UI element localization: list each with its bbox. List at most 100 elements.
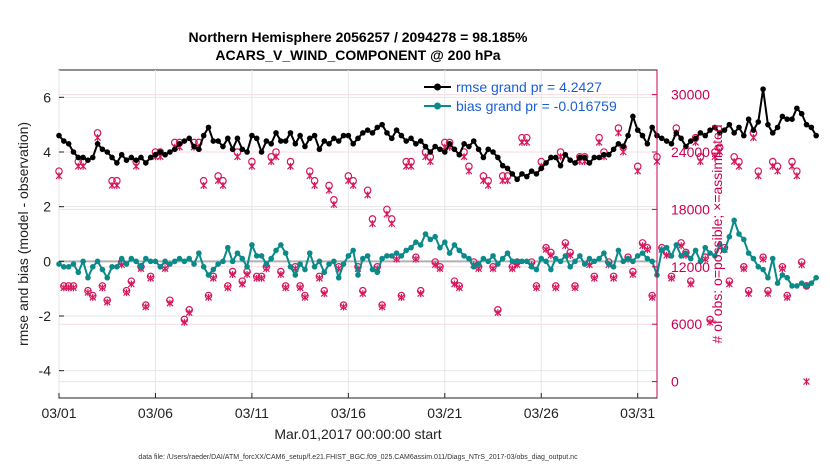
rmse-point bbox=[321, 138, 328, 144]
rmse-point bbox=[456, 151, 463, 158]
rmse-point bbox=[403, 138, 410, 144]
bias-point bbox=[514, 258, 520, 265]
bias-point bbox=[364, 253, 371, 259]
rmse-point bbox=[519, 171, 525, 177]
obs-assimilated-point bbox=[369, 220, 376, 228]
rmse-point bbox=[253, 135, 260, 142]
rmse-point bbox=[721, 127, 728, 133]
bias-point bbox=[345, 253, 352, 259]
plot-area bbox=[58, 69, 658, 399]
obs-assimilated-point bbox=[533, 284, 540, 292]
bias-point bbox=[794, 283, 800, 289]
obs-assimilated-point bbox=[523, 138, 531, 146]
bias-point bbox=[750, 255, 757, 262]
bias-point bbox=[152, 258, 159, 265]
bias-point bbox=[427, 236, 434, 243]
obs-assimilated-point bbox=[494, 309, 502, 317]
bias-point bbox=[422, 231, 429, 237]
obs-assimilated-point bbox=[460, 153, 468, 161]
rmse-point bbox=[118, 151, 125, 158]
obs-assimilated-point bbox=[489, 265, 497, 273]
bias-point bbox=[456, 247, 463, 254]
bias-point bbox=[89, 264, 96, 270]
rmse-point bbox=[109, 154, 115, 161]
obs-assimilated-point bbox=[508, 265, 516, 273]
bias-point bbox=[220, 258, 226, 265]
rmse-point bbox=[499, 162, 506, 169]
obs-assimilated-point bbox=[759, 255, 767, 263]
bias-point bbox=[591, 258, 598, 265]
obs-assimilated-point bbox=[798, 261, 806, 269]
rmse-point bbox=[384, 130, 390, 136]
bias-point bbox=[620, 258, 627, 265]
bias-point bbox=[379, 255, 385, 262]
bias-point bbox=[157, 264, 164, 270]
bias-point bbox=[615, 247, 622, 254]
bias-point bbox=[683, 250, 689, 256]
obs-assimilated-point bbox=[55, 172, 63, 180]
rmse-point bbox=[557, 162, 564, 169]
rmse-point bbox=[249, 132, 255, 139]
bias-point bbox=[123, 261, 130, 267]
rmse-point bbox=[586, 160, 593, 166]
bias-point bbox=[765, 274, 771, 281]
bias-point bbox=[278, 242, 284, 248]
bias-point bbox=[70, 261, 77, 267]
rmse-point bbox=[186, 135, 193, 142]
obs-assimilated-point bbox=[340, 303, 347, 311]
chart-title-line1: Northern Hemisphere 2056257 / 2094278 = … bbox=[189, 29, 528, 45]
rmse-point bbox=[171, 146, 178, 153]
rmse-point bbox=[707, 127, 713, 133]
obs-assimilated-point bbox=[103, 298, 111, 306]
x-axis: 03/01 03/06 03/11 03/16 03/21 03/26 03/31 bbox=[41, 393, 655, 421]
rmse-point bbox=[297, 132, 303, 139]
y-right-tick-label: 30000 bbox=[671, 87, 710, 103]
obs-assimilated-point bbox=[89, 293, 97, 301]
obs-assimilated-point bbox=[595, 138, 603, 146]
bias-point bbox=[138, 264, 144, 270]
obs-assimilated-point bbox=[397, 293, 405, 301]
rmse-point bbox=[191, 143, 197, 150]
y-axis-left-label: rmse and bias (model - observation) bbox=[15, 122, 31, 346]
bias-point bbox=[659, 247, 665, 254]
x-tick-label: 03/31 bbox=[620, 405, 655, 421]
obs-assimilated-point bbox=[750, 134, 757, 142]
rmse-point bbox=[470, 138, 477, 144]
obs-assimilated-point bbox=[166, 299, 174, 307]
legend-rmse-marker bbox=[434, 83, 441, 91]
bias-point bbox=[495, 261, 501, 267]
bias-point bbox=[253, 253, 260, 259]
obs-assimilated-point bbox=[200, 181, 208, 189]
obs-assimilated-point bbox=[778, 265, 786, 273]
obs-assimilated-point bbox=[803, 378, 810, 386]
obs-assimilated-point bbox=[185, 309, 193, 317]
obs-assimilated-point bbox=[793, 172, 801, 180]
rmse-point bbox=[138, 154, 144, 161]
rmse-point bbox=[736, 124, 742, 131]
obs-assimilated-point bbox=[663, 251, 671, 259]
bias-point bbox=[625, 255, 631, 262]
rmse-point bbox=[678, 135, 684, 142]
rmse-point bbox=[509, 171, 516, 177]
rmse-point bbox=[302, 143, 308, 150]
bias-point bbox=[707, 250, 713, 256]
rmse-point bbox=[263, 138, 270, 144]
rmse-point bbox=[514, 176, 520, 183]
rmse-point bbox=[282, 138, 289, 144]
bias-point bbox=[726, 233, 733, 240]
rmse-point bbox=[350, 141, 356, 147]
x-tick-label: 03/01 bbox=[41, 405, 76, 421]
bias-point bbox=[229, 258, 236, 265]
bias-point bbox=[147, 258, 154, 265]
rmse-point bbox=[331, 135, 337, 142]
rmse-point bbox=[596, 154, 602, 161]
bias-point bbox=[273, 247, 279, 254]
bias-point bbox=[779, 272, 786, 278]
bias-point bbox=[577, 253, 583, 259]
obs-assimilated-point bbox=[123, 289, 130, 297]
bias-point bbox=[813, 274, 819, 281]
bias-point bbox=[466, 255, 472, 262]
y-left-tick-label: 2 bbox=[43, 199, 51, 215]
y-right-tick-label: 0 bbox=[671, 374, 679, 390]
obs-assimilated-point bbox=[287, 162, 294, 170]
